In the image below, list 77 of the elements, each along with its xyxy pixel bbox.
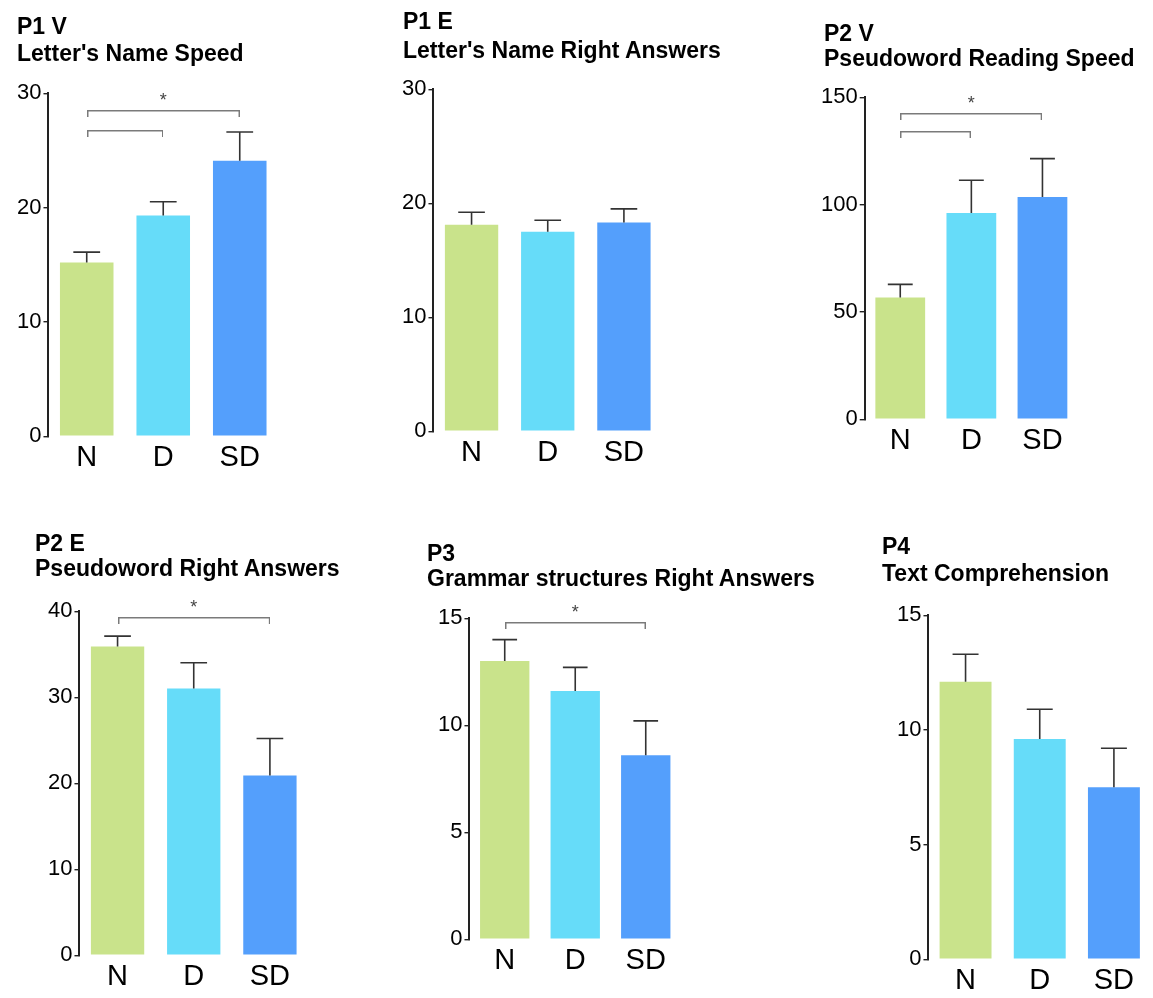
y-tick-label: 20 [47, 769, 73, 795]
y-tick-label: 10 [401, 303, 427, 329]
bar [946, 212, 997, 419]
y-tick-label: 10 [47, 855, 73, 881]
x-tick-label: D [960, 422, 982, 455]
chart-title: P2 V [824, 20, 874, 47]
bar [1087, 787, 1140, 959]
x-tick-label: D [537, 434, 559, 467]
chart-title: P1 V [17, 13, 67, 40]
bar [59, 262, 114, 436]
x-tick-label: D [1029, 962, 1051, 995]
x-tick-label: N [76, 439, 98, 472]
x-tick-label: SD [603, 434, 645, 467]
x-tick-label: D [152, 439, 174, 472]
bar [1013, 739, 1066, 959]
chart-subtitle: Letter's Name Right Answers [403, 37, 721, 64]
bar [167, 688, 221, 955]
y-tick-label: 0 [909, 945, 922, 971]
y-tick-label: 30 [16, 79, 42, 105]
x-tick-label: N [107, 958, 129, 991]
bar [550, 690, 600, 939]
bar [1017, 197, 1068, 419]
y-tick-label: 0 [845, 405, 858, 431]
x-tick-label: D [564, 942, 586, 975]
x-tick-label: SD [249, 958, 291, 991]
y-tick-label: 10 [437, 711, 463, 737]
bar [480, 661, 530, 939]
y-tick-label: 50 [833, 297, 858, 323]
y-tick-label: 0 [450, 925, 463, 951]
bar [243, 775, 297, 955]
x-tick-label: N [889, 422, 911, 455]
annotation: * [159, 90, 167, 111]
y-tick-label: 20 [401, 189, 427, 215]
bar [621, 755, 671, 939]
y-tick-label: 40 [47, 597, 73, 623]
y-tick-label: 20 [16, 193, 42, 219]
annotation: * [190, 597, 198, 618]
bar [875, 297, 926, 419]
chart-subtitle: Pseudoword Right Answers [35, 555, 340, 582]
x-tick-label: SD [1022, 422, 1063, 455]
x-tick-label: D [183, 958, 205, 991]
bar [521, 231, 575, 431]
y-tick-label: 5 [909, 830, 922, 856]
bar [939, 681, 992, 959]
x-tick-label: SD [219, 439, 260, 472]
chart-title: P1 E [403, 8, 453, 35]
x-tick-label: N [955, 962, 977, 995]
y-tick-label: 15 [896, 601, 922, 627]
chart-title: P2 E [35, 530, 85, 557]
y-tick-label: 0 [414, 417, 427, 443]
y-tick-label: 15 [437, 604, 463, 630]
bar [212, 160, 267, 436]
bar [136, 215, 191, 436]
y-tick-label: 0 [29, 422, 42, 448]
chart-subtitle: Pseudoword Reading Speed [824, 45, 1135, 72]
y-tick-label: 30 [401, 75, 427, 101]
y-tick-label: 5 [450, 818, 463, 844]
y-tick-label: 100 [820, 190, 858, 216]
bar [90, 646, 145, 955]
y-tick-label: 10 [16, 307, 42, 333]
chart-subtitle: Grammar structures Right Answers [427, 565, 815, 592]
chart-title: P4 [882, 533, 911, 560]
y-tick-label: 30 [47, 683, 73, 709]
x-tick-label: N [494, 942, 516, 975]
chart-subtitle: Text Comprehension [882, 560, 1110, 587]
chart-subtitle: Letter's Name Speed [17, 40, 244, 67]
annotation: * [967, 93, 975, 114]
bar [444, 224, 499, 431]
y-tick-label: 150 [820, 83, 858, 109]
x-tick-label: N [461, 434, 483, 467]
x-tick-label: SD [625, 942, 666, 975]
bar [597, 222, 651, 431]
x-tick-label: SD [1093, 962, 1135, 995]
annotation: * [571, 602, 579, 623]
chart-title: P3 [427, 540, 456, 567]
y-tick-label: 0 [60, 941, 73, 967]
y-tick-label: 10 [896, 715, 922, 741]
